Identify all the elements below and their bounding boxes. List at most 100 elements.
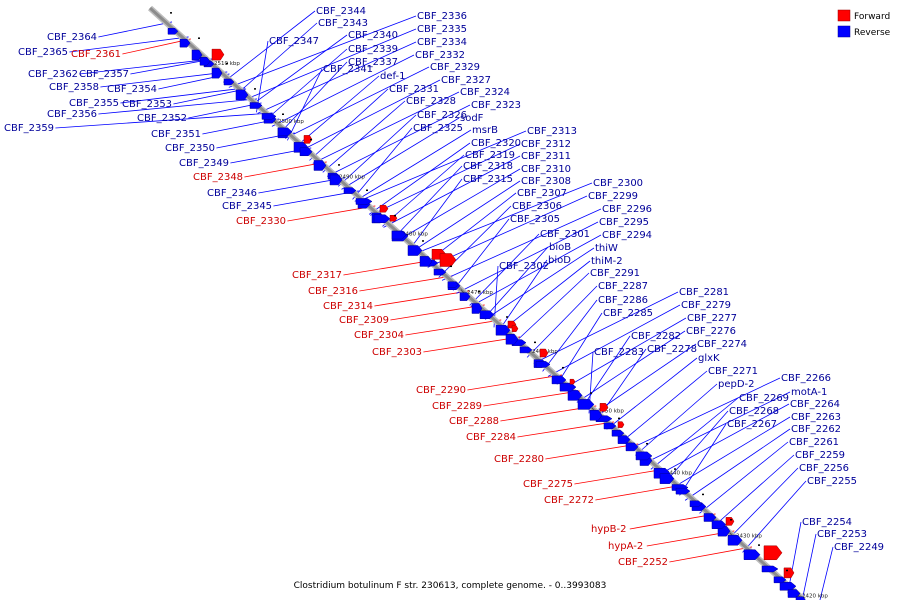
gene-label-cbf-2287: CBF_2287: [598, 281, 648, 292]
gene-label-cbf-2335: CBF_2335: [417, 24, 467, 35]
leader-line-cbf-2335: [243, 28, 417, 101]
gene-label-cbf-2254: CBF_2254: [802, 517, 852, 528]
leader-line-cbf-2280: [545, 443, 639, 460]
leader-line-cbf-2290: [467, 374, 563, 391]
leader-line-cbf-2359: [55, 112, 273, 129]
gene-label-cbf-2340: CBF_2340: [348, 30, 398, 41]
gene-label-cbf-2323: CBF_2323: [471, 100, 521, 111]
forward-gene-feature: [725, 517, 735, 526]
forward-gene-feature: [511, 325, 519, 332]
forward-gene-feature: [617, 421, 625, 428]
reverse-gene-feature: [577, 399, 595, 410]
gene-label-mota-1: motA-1: [791, 387, 827, 398]
feature-dot: [198, 37, 200, 39]
reverse-gene-feature: [459, 292, 471, 301]
leader-line-cbf-2326: [337, 114, 417, 187]
gene-label-cbf-2345: CBF_2345: [222, 201, 272, 212]
gene-label-cbf-2327: CBF_2327: [441, 75, 491, 86]
leader-line-cbf-2264: [657, 403, 790, 476]
gene-label-cbf-2304: CBF_2304: [354, 330, 404, 341]
leader-line-cbf-2254: [787, 521, 802, 594]
gene-label-hypb-2: hypB-2: [591, 524, 626, 535]
gene-label-cbf-2351: CBF_2351: [151, 129, 201, 140]
leader-line-cbf-2289: [483, 390, 580, 407]
gene-label-cbf-2300: CBF_2300: [593, 178, 643, 189]
leader-line-cbf-2357: [130, 58, 213, 75]
tick-label-2490-kbp: 2490 kbp: [339, 174, 365, 180]
genome-caption: Clostridium botulinum F str. 230613, com…: [294, 581, 607, 591]
leader-line-cbf-2362: [79, 58, 213, 75]
gene-label-biod: bioD: [548, 255, 571, 266]
leader-line-cbf-2301: [469, 233, 540, 306]
reverse-gene-feature: [199, 57, 211, 66]
reverse-gene-feature: [447, 281, 459, 288]
gene-label-cbf-2346: CBF_2346: [207, 188, 257, 199]
tick-label-2430-kbp: 2430 kbp: [736, 534, 762, 540]
leader-line-cbf-2341: [287, 68, 323, 141]
reverse-gene-feature: [617, 435, 631, 444]
legend-reverse-swatch: [837, 25, 851, 38]
reverse-gene-feature: [635, 451, 653, 461]
gene-label-cbf-2336: CBF_2336: [417, 11, 467, 22]
leader-line-cbf-2287: [526, 285, 598, 358]
leader-line-cbf-2269: [650, 397, 739, 470]
forward-gene-feature: [439, 253, 457, 267]
forward-gene-feature: [569, 378, 576, 385]
leader-line-cbf-2296: [441, 208, 602, 281]
gene-label-cbf-2286: CBF_2286: [598, 295, 648, 306]
gene-label-thiw: thiW: [595, 243, 618, 254]
reverse-gene-feature: [761, 565, 779, 573]
leader-line-hypb-2: [629, 513, 716, 530]
leader-line-cbf-2364: [98, 21, 173, 38]
leader-line-pepd-2: [635, 383, 718, 456]
reverse-gene-feature: [711, 520, 727, 529]
gene-label-cbf-2350: CBF_2350: [165, 143, 215, 154]
reverse-gene-feature: [519, 346, 533, 354]
leader-line-cbf-2253: [801, 533, 817, 600]
leader-line-mota-1: [644, 391, 791, 464]
gene-label-cbf-2311: CBF_2311: [521, 151, 571, 162]
leader-line-cbf-2271: [620, 370, 708, 443]
gene-label-cbf-2280: CBF_2280: [494, 454, 544, 465]
leader-line-cbf-2336: [228, 15, 417, 88]
gene-label-cbf-2259: CBF_2259: [795, 450, 845, 461]
leader-line-cbf-2249: [819, 546, 834, 600]
gene-label-cbf-2288: CBF_2288: [449, 416, 499, 427]
reverse-gene-feature: [795, 596, 806, 600]
gene-features: [167, 12, 806, 600]
gene-label-msrb: msrB: [472, 125, 498, 136]
reverse-gene-feature: [625, 442, 639, 452]
gene-labels: CBF_2364 CBF_2365 CBF_2362 CBF_2357 CBF_2358…: [4, 6, 884, 568]
leader-line-cbf-2358: [100, 71, 228, 88]
legend-forward-label: Forward: [854, 12, 890, 22]
feature-dot: [674, 468, 676, 470]
gene-label-cbf-2267: CBF_2267: [727, 419, 777, 430]
reverse-gene-feature: [343, 187, 357, 194]
reverse-gene-feature: [611, 429, 625, 437]
leader-line-glxk: [606, 357, 698, 430]
gene-label-cbf-2358: CBF_2358: [49, 82, 99, 93]
leader-line-cbf-2312: [370, 143, 521, 216]
feature-dot: [338, 164, 340, 166]
reverse-gene-feature: [727, 534, 743, 546]
reverse-gene-feature: [249, 102, 263, 109]
legend: Forward Reverse: [837, 9, 891, 38]
feature-dot: [282, 113, 284, 115]
reverse-gene-feature: [223, 78, 235, 86]
reverse-gene-feature: [743, 549, 761, 560]
feature-dot: [646, 442, 648, 445]
gene-label-cbf-2344: CBF_2344: [316, 6, 366, 17]
forward-gene-feature: [539, 348, 549, 358]
leader-line-cbf-2327: [299, 79, 441, 152]
leader-line-cbf-2356: [98, 98, 258, 115]
reverse-gene-feature: [419, 256, 433, 267]
gene-label-glxk: glxK: [698, 353, 720, 364]
leader-line-cbf-2344: [223, 10, 316, 83]
gene-label-cbf-2356: CBF_2356: [47, 109, 97, 120]
forward-gene-feature: [303, 135, 313, 144]
gene-label-cbf-2343: CBF_2343: [318, 18, 368, 29]
reverse-gene-feature: [277, 127, 293, 137]
leader-line-cbf-2268: [664, 410, 729, 483]
gene-label-cbf-2355: CBF_2355: [69, 98, 119, 109]
